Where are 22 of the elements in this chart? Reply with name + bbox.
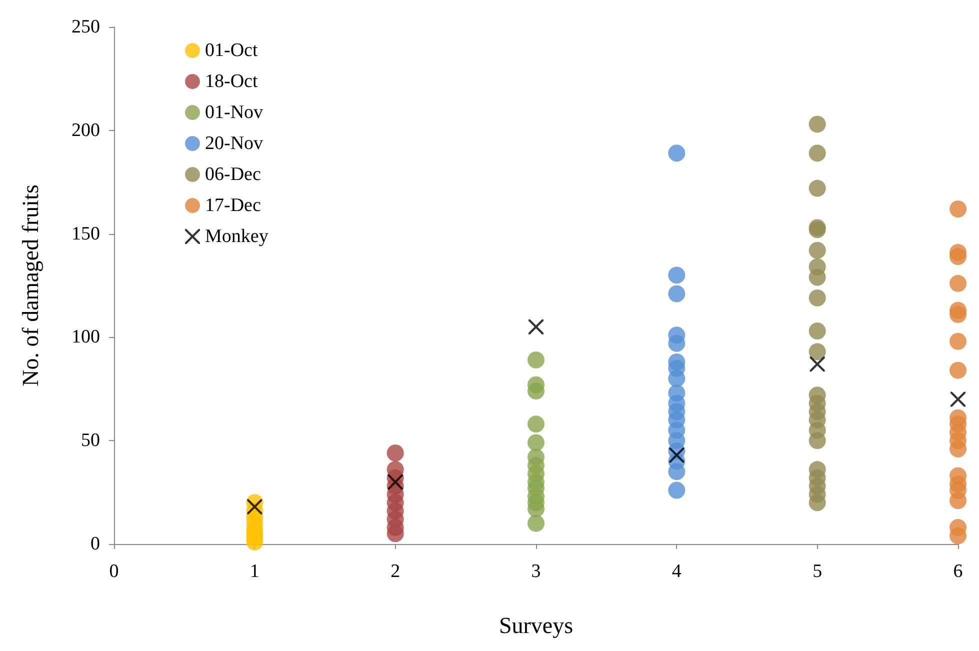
y-tick-label: 250 bbox=[72, 16, 100, 38]
legend-label: 06-Dec bbox=[205, 164, 261, 185]
legend-label: Monkey bbox=[205, 226, 269, 247]
y-axis-title: No. of damaged fruits bbox=[18, 184, 43, 386]
x-tick-label: 0 bbox=[109, 561, 119, 582]
legend-label: 17-Dec bbox=[205, 195, 261, 216]
legend-label: 18-Oct bbox=[205, 71, 258, 92]
y-tick-label: 0 bbox=[90, 534, 100, 554]
y-tick-label: 100 bbox=[72, 326, 100, 348]
legend-label: 01-Oct bbox=[205, 40, 258, 61]
y-tick-label: 50 bbox=[81, 430, 100, 452]
y-tick-label: 200 bbox=[72, 120, 100, 141]
x-tick-label: 4 bbox=[672, 561, 682, 582]
x-tick-label: 1 bbox=[250, 561, 260, 582]
x-tick-label: 5 bbox=[812, 561, 822, 582]
x-tick-label: 6 bbox=[953, 561, 963, 582]
legend-label: 01-Nov bbox=[205, 102, 264, 123]
x-tick-label: 2 bbox=[390, 561, 400, 582]
legend-label: 20-Nov bbox=[205, 133, 264, 154]
x-tick-label: 3 bbox=[531, 561, 541, 582]
y-tick-label: 150 bbox=[72, 223, 100, 244]
x-axis-title: Surveys bbox=[498, 613, 574, 638]
